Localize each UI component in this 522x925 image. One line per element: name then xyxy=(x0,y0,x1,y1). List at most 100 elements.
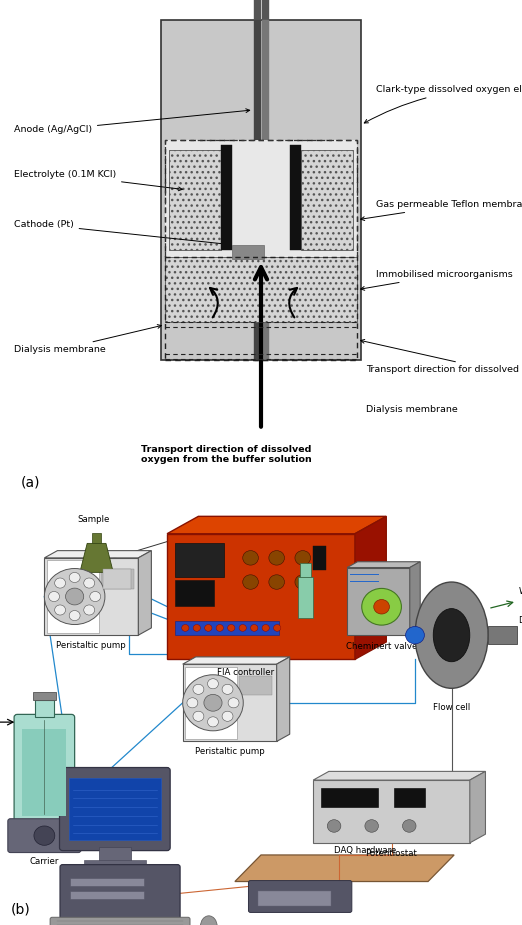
Circle shape xyxy=(295,550,311,565)
Bar xyxy=(175,621,279,635)
Text: Carrier: Carrier xyxy=(30,857,59,867)
Bar xyxy=(232,245,265,259)
Bar xyxy=(254,20,259,360)
Text: DO probe: DO probe xyxy=(519,616,522,625)
Polygon shape xyxy=(183,657,290,664)
Ellipse shape xyxy=(433,609,470,661)
Bar xyxy=(165,140,357,257)
Circle shape xyxy=(239,624,246,631)
Circle shape xyxy=(228,624,235,631)
Circle shape xyxy=(228,697,239,708)
Text: FIA controller: FIA controller xyxy=(217,668,275,677)
Circle shape xyxy=(84,605,94,615)
Bar xyxy=(298,577,313,618)
Circle shape xyxy=(69,573,80,583)
Bar xyxy=(101,570,134,589)
Text: (a): (a) xyxy=(21,475,41,489)
Circle shape xyxy=(374,599,389,614)
Circle shape xyxy=(295,574,311,589)
Bar xyxy=(99,846,130,862)
Polygon shape xyxy=(347,561,420,568)
Polygon shape xyxy=(138,550,151,635)
Text: Clark-type dissolved oxygen electrode: Clark-type dissolved oxygen electrode xyxy=(364,85,522,123)
FancyBboxPatch shape xyxy=(14,714,75,821)
Bar xyxy=(167,534,355,660)
Text: Cheminert valves: Cheminert valves xyxy=(346,642,422,651)
Text: (b): (b) xyxy=(10,902,30,917)
Bar xyxy=(103,570,131,589)
Bar xyxy=(347,568,410,635)
Text: Peristaltic pump: Peristaltic pump xyxy=(56,641,126,650)
Bar xyxy=(44,558,138,635)
Bar xyxy=(313,780,470,843)
Bar xyxy=(254,0,259,20)
Text: Immobilised microorganisms: Immobilised microorganisms xyxy=(361,270,513,290)
Polygon shape xyxy=(277,657,290,742)
Circle shape xyxy=(216,624,223,631)
Text: Anode (Ag/AgCl): Anode (Ag/AgCl) xyxy=(14,109,250,134)
Bar xyxy=(394,788,425,807)
Circle shape xyxy=(251,624,258,631)
Circle shape xyxy=(182,624,189,631)
Text: Dialysis membrane: Dialysis membrane xyxy=(366,405,458,414)
Circle shape xyxy=(365,820,378,832)
Bar xyxy=(263,20,268,360)
Bar xyxy=(70,878,144,886)
FancyBboxPatch shape xyxy=(60,768,170,851)
Bar xyxy=(161,20,361,360)
Circle shape xyxy=(243,550,258,565)
FancyBboxPatch shape xyxy=(8,819,81,853)
Circle shape xyxy=(55,605,66,615)
Text: Flow cell: Flow cell xyxy=(433,703,470,712)
Bar xyxy=(290,145,301,250)
Circle shape xyxy=(55,578,66,588)
Polygon shape xyxy=(470,771,485,843)
Circle shape xyxy=(274,624,281,631)
Circle shape xyxy=(208,679,218,689)
Circle shape xyxy=(66,588,84,605)
Circle shape xyxy=(69,610,80,621)
Text: Transport direction of dissolved
oxygen from the buffer solution: Transport direction of dissolved oxygen … xyxy=(140,445,312,464)
Circle shape xyxy=(204,695,222,711)
Circle shape xyxy=(44,569,105,624)
Circle shape xyxy=(327,820,341,832)
Polygon shape xyxy=(313,771,485,780)
Circle shape xyxy=(222,684,233,695)
Text: Transport direction for dissolved organic compounds: Transport direction for dissolved organi… xyxy=(361,339,522,374)
Ellipse shape xyxy=(415,582,488,688)
Bar xyxy=(69,778,161,841)
Text: Cathode (Pt): Cathode (Pt) xyxy=(14,220,228,246)
Circle shape xyxy=(183,674,243,731)
Circle shape xyxy=(193,711,204,722)
Circle shape xyxy=(269,550,284,565)
Bar xyxy=(183,664,277,742)
Text: Electrolyte (0.1M KCl): Electrolyte (0.1M KCl) xyxy=(14,170,182,191)
Text: Sample: Sample xyxy=(78,515,110,524)
Circle shape xyxy=(90,591,101,601)
Circle shape xyxy=(205,624,212,631)
Circle shape xyxy=(222,711,233,722)
Text: Gas permeable Teflon membrane: Gas permeable Teflon membrane xyxy=(361,201,522,220)
Polygon shape xyxy=(167,516,386,534)
Circle shape xyxy=(406,626,424,644)
Text: Waste effluent: Waste effluent xyxy=(519,587,522,597)
Ellipse shape xyxy=(200,916,217,925)
Text: Peristaltic pump: Peristaltic pump xyxy=(195,747,265,757)
Bar xyxy=(175,543,224,577)
Bar xyxy=(239,676,272,695)
Circle shape xyxy=(362,588,401,625)
Bar xyxy=(70,891,144,899)
FancyBboxPatch shape xyxy=(248,881,352,912)
Circle shape xyxy=(193,624,200,631)
Bar xyxy=(301,150,353,250)
Bar xyxy=(47,561,99,633)
Bar xyxy=(185,667,237,739)
Bar xyxy=(165,140,357,257)
Circle shape xyxy=(243,574,258,589)
Circle shape xyxy=(262,624,269,631)
Bar xyxy=(221,145,232,250)
Circle shape xyxy=(402,820,416,832)
Bar xyxy=(263,0,268,20)
Bar xyxy=(321,788,378,807)
Bar xyxy=(488,626,517,644)
